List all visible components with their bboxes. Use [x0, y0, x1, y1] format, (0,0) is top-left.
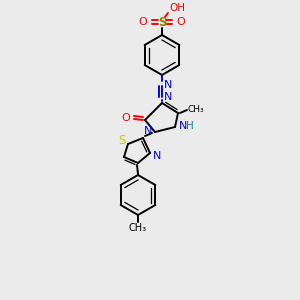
Text: S: S — [158, 16, 166, 28]
Text: N: N — [144, 126, 152, 136]
Text: N: N — [153, 151, 161, 161]
Text: OH: OH — [169, 3, 185, 13]
Text: N: N — [164, 92, 172, 102]
Text: O: O — [177, 17, 185, 27]
Text: CH₃: CH₃ — [129, 223, 147, 233]
Text: H: H — [186, 121, 194, 131]
Text: O: O — [122, 113, 130, 123]
Text: N: N — [164, 80, 172, 90]
Text: CH₃: CH₃ — [188, 104, 204, 113]
Text: N: N — [179, 121, 187, 131]
Text: O: O — [139, 17, 147, 27]
Text: S: S — [118, 134, 126, 148]
